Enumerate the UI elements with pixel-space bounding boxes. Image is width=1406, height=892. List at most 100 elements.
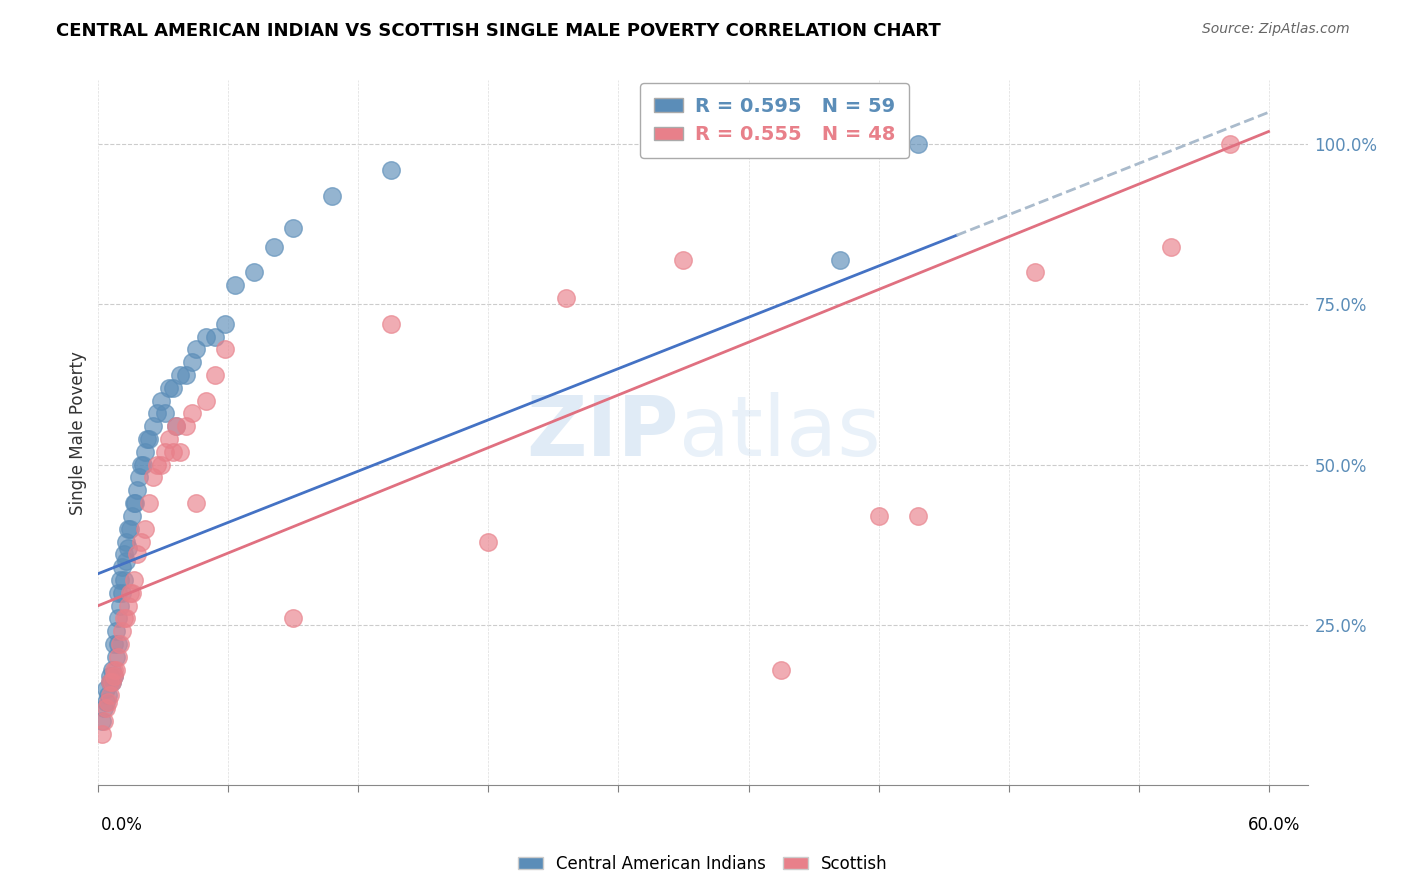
Point: [97, 688, 120, 702]
Point: [103, 663, 125, 677]
Point: [380, 163, 402, 178]
Point: [91, 727, 114, 741]
Point: [283, 220, 305, 235]
Point: [98, 675, 121, 690]
Point: [117, 522, 139, 536]
Point: [263, 240, 285, 254]
Point: [1219, 137, 1241, 152]
Point: [134, 445, 156, 459]
Point: [162, 445, 184, 459]
Point: [131, 534, 153, 549]
Point: [118, 522, 141, 536]
Point: [104, 624, 127, 639]
Point: [1024, 265, 1046, 279]
Point: [107, 586, 129, 600]
Point: [380, 317, 402, 331]
Point: [283, 611, 305, 625]
Point: [98, 688, 121, 702]
Point: [112, 547, 135, 561]
Point: [149, 458, 172, 472]
Point: [214, 317, 236, 331]
Point: [181, 406, 204, 420]
Point: [142, 470, 165, 484]
Point: [157, 381, 180, 395]
Point: [181, 355, 204, 369]
Text: 0.0%: 0.0%: [101, 816, 143, 834]
Point: [146, 458, 169, 472]
Point: [868, 508, 890, 523]
Point: [112, 611, 135, 625]
Text: 60.0%: 60.0%: [1249, 816, 1301, 834]
Point: [114, 534, 136, 549]
Point: [103, 669, 125, 683]
Point: [907, 508, 929, 523]
Point: [127, 483, 149, 498]
Point: [118, 586, 141, 600]
Point: [98, 675, 121, 690]
Point: [204, 368, 226, 382]
Point: [169, 445, 191, 459]
Point: [111, 624, 134, 639]
Point: [108, 573, 131, 587]
Point: [112, 573, 135, 587]
Point: [184, 496, 207, 510]
Point: [103, 669, 125, 683]
Point: [194, 329, 217, 343]
Point: [104, 663, 127, 677]
Point: [91, 714, 114, 728]
Point: [672, 252, 695, 267]
Point: [204, 329, 226, 343]
Text: atlas: atlas: [679, 392, 880, 473]
Point: [107, 649, 129, 664]
Point: [157, 432, 180, 446]
Point: [108, 599, 131, 613]
Point: [769, 663, 792, 677]
Point: [907, 137, 929, 152]
Point: [134, 522, 156, 536]
Y-axis label: Single Male Poverty: Single Male Poverty: [69, 351, 87, 515]
Point: [153, 406, 176, 420]
Point: [121, 508, 143, 523]
Point: [96, 681, 118, 696]
Point: [111, 560, 134, 574]
Point: [828, 252, 851, 267]
Legend: R = 0.595   N = 59, R = 0.555   N = 48: R = 0.595 N = 59, R = 0.555 N = 48: [640, 83, 908, 158]
Point: [132, 458, 155, 472]
Point: [93, 701, 115, 715]
Point: [165, 419, 187, 434]
Point: [127, 547, 149, 561]
Point: [114, 554, 136, 568]
Point: [117, 599, 139, 613]
Point: [93, 714, 115, 728]
Point: [162, 381, 184, 395]
Point: [107, 637, 129, 651]
Point: [153, 445, 176, 459]
Point: [128, 470, 150, 484]
Point: [96, 695, 118, 709]
Point: [103, 637, 125, 651]
Point: [146, 406, 169, 420]
Point: [1160, 240, 1182, 254]
Point: [114, 611, 136, 625]
Point: [111, 586, 134, 600]
Point: [142, 419, 165, 434]
Point: [97, 695, 120, 709]
Point: [174, 368, 197, 382]
Point: [194, 393, 217, 408]
Point: [131, 458, 153, 472]
Point: [108, 637, 131, 651]
Point: [136, 432, 159, 446]
Text: Source: ZipAtlas.com: Source: ZipAtlas.com: [1202, 22, 1350, 37]
Point: [149, 393, 172, 408]
Point: [98, 669, 121, 683]
Point: [138, 432, 160, 446]
Point: [96, 701, 118, 715]
Point: [224, 278, 246, 293]
Point: [121, 586, 143, 600]
Point: [243, 265, 266, 279]
Point: [214, 343, 236, 357]
Point: [101, 675, 124, 690]
Point: [477, 534, 499, 549]
Point: [101, 663, 124, 677]
Point: [174, 419, 197, 434]
